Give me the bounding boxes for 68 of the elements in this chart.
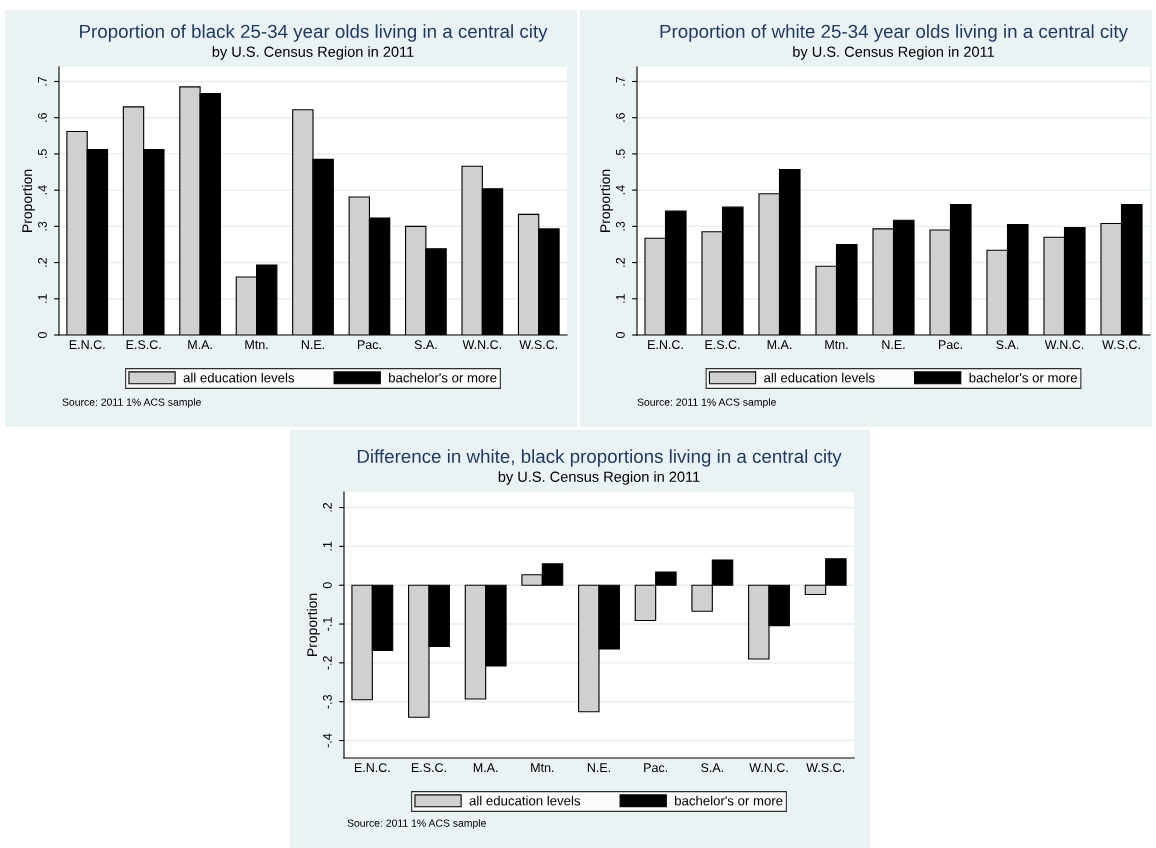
x-tick-label: S.A. — [414, 340, 437, 350]
legend-label: all education levels — [764, 372, 875, 383]
x-tick-label: W.N.C. — [749, 763, 788, 773]
x-tick-label: W.N.C. — [1044, 340, 1084, 350]
legend-label: bachelor's or more — [969, 372, 1077, 383]
chart-subtitle: by U.S. Census Region in 2011 — [212, 46, 414, 60]
x-tick-label: Pac. — [939, 340, 962, 350]
y-tick-label: -.4 — [323, 733, 332, 748]
y-tick-label: .2 — [37, 257, 47, 267]
y-axis-title: Proportion — [599, 169, 613, 232]
y-tick-label: -.3 — [322, 694, 332, 709]
x-tick-label: E.N.C. — [648, 340, 683, 350]
chart-title: Proportion of white 25-34 year olds living in a central city — [660, 24, 1128, 42]
x-tick-label: W.S.C. — [806, 763, 844, 773]
y-axis-title: Proportion — [21, 169, 35, 232]
y-tick-label: .2 — [322, 502, 332, 512]
y-tick-label: .5 — [38, 149, 47, 158]
x-tick-label: S.A. — [701, 763, 723, 773]
x-tick-label: E.N.C. — [354, 763, 390, 773]
x-tick-label: N.E. — [882, 340, 905, 349]
y-tick-label: .7 — [38, 76, 47, 86]
x-tick-label: Mtn. — [531, 763, 554, 773]
source-note: Source: 2011 1% ACS sample — [62, 398, 201, 408]
y-tick-label: .4 — [38, 185, 47, 195]
x-tick-label: N.E. — [301, 340, 325, 349]
chart-subtitle: by U.S. Census Region in 2011 — [793, 46, 994, 60]
x-tick-label: N.E. — [587, 763, 611, 772]
chart-subtitle: by U.S. Census Region in 2011 — [498, 471, 700, 485]
x-tick-label: M.A. — [188, 340, 212, 349]
y-tick-label: .2 — [615, 257, 625, 267]
x-tick-label: E.S.C. — [705, 340, 740, 350]
x-tick-label: W.S.C. — [519, 340, 558, 350]
y-tick-label: .1 — [616, 294, 625, 303]
chart-title: Proportion of black 25-34 year olds living in a central city — [80, 24, 548, 42]
x-tick-label: Mtn. — [825, 340, 848, 350]
y-tick-label: .1 — [323, 541, 332, 551]
x-tick-label: S.A. — [996, 340, 1019, 350]
legend-label: bachelor's or more — [389, 372, 497, 383]
x-tick-label: E.N.C. — [69, 340, 105, 350]
y-tick-label: .5 — [616, 149, 625, 158]
y-tick-label: .4 — [616, 185, 625, 195]
y-tick-label: .6 — [615, 113, 625, 122]
y-tick-label: .3 — [37, 221, 47, 231]
y-tick-label: 0 — [322, 582, 332, 589]
y-tick-label: .6 — [37, 113, 47, 122]
source-note: Source: 2011 1% ACS sample — [347, 819, 486, 829]
x-tick-label: W.N.C. — [462, 340, 501, 350]
y-tick-label: 0 — [615, 332, 625, 338]
y-tick-label: .3 — [615, 221, 625, 231]
x-tick-label: M.A. — [767, 340, 792, 349]
x-tick-label: Mtn. — [245, 340, 268, 350]
chart-title: Difference in white, black proportions living in a central city — [357, 449, 842, 467]
x-tick-label: M.A. — [473, 763, 498, 772]
y-tick-label: -.2 — [322, 656, 332, 670]
legend-label: all education levels — [183, 372, 295, 383]
y-tick-label: -.1 — [323, 617, 332, 631]
y-tick-label: .7 — [616, 76, 625, 86]
x-tick-label: Pac. — [357, 340, 381, 350]
legend-label: bachelor's or more — [675, 795, 783, 806]
source-note: Source: 2011 1% ACS sample — [637, 398, 776, 408]
y-axis-title: Proportion — [306, 593, 320, 656]
legend-label: all education levels — [469, 795, 581, 806]
x-tick-label: E.S.C. — [126, 340, 161, 350]
y-tick-label: .1 — [38, 294, 47, 303]
x-tick-label: W.S.C. — [1102, 340, 1140, 350]
y-tick-label: 0 — [37, 332, 47, 338]
x-tick-label: Pac. — [644, 763, 668, 773]
x-tick-label: E.S.C. — [411, 763, 446, 773]
